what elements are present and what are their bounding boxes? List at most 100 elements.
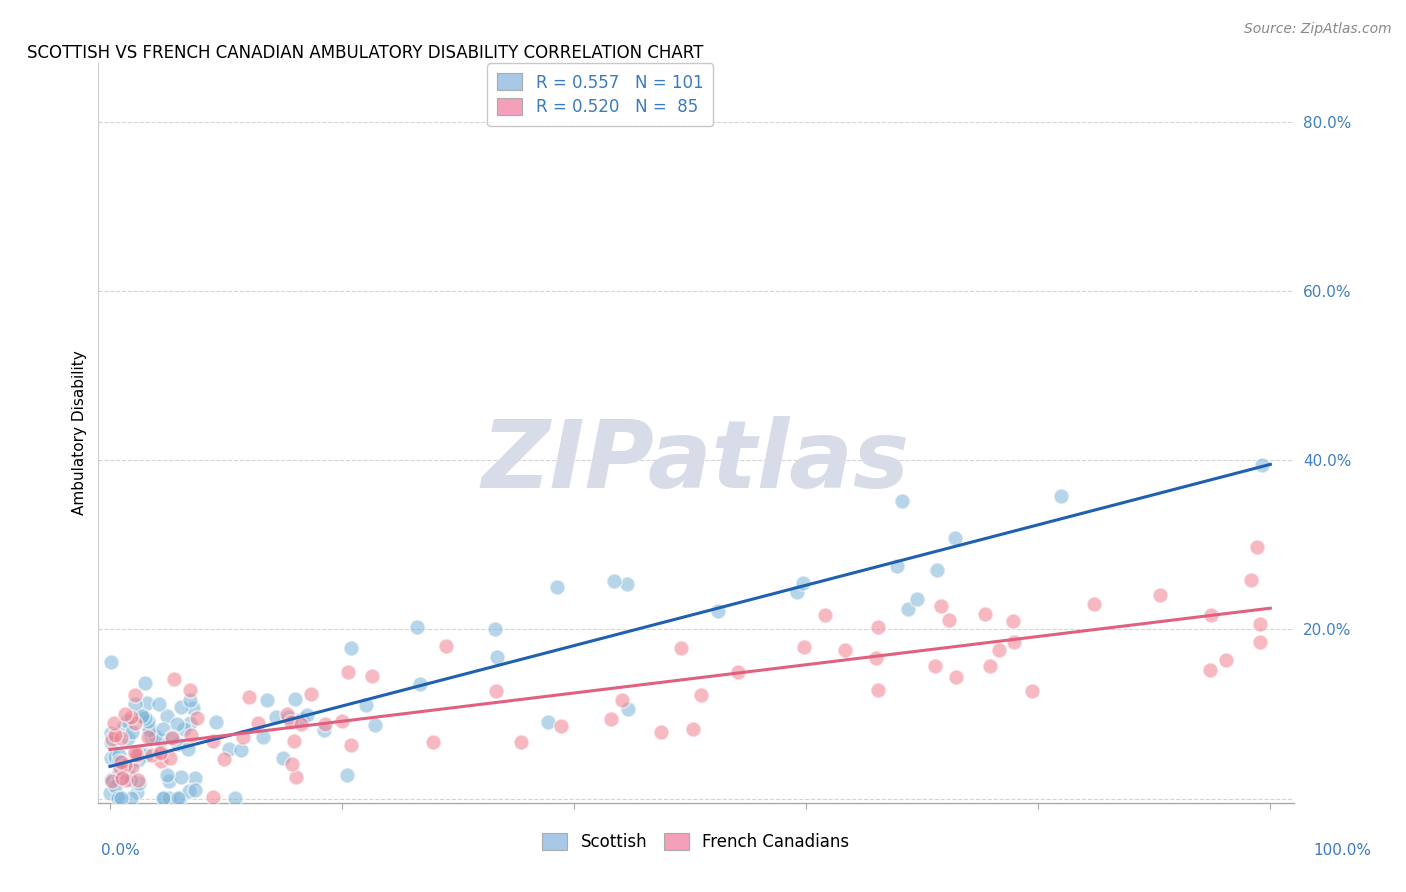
Point — [925, 563, 948, 577]
Point — [786, 585, 808, 599]
Point — [114, 707, 136, 722]
Point — [510, 735, 533, 749]
Point — [600, 712, 623, 726]
Point — [136, 730, 159, 744]
Point — [834, 642, 856, 657]
Point — [166, 790, 188, 805]
Point — [284, 692, 307, 706]
Point — [247, 716, 270, 731]
Point — [1001, 614, 1024, 628]
Point — [485, 683, 508, 698]
Point — [291, 712, 314, 726]
Point — [167, 737, 190, 751]
Point — [120, 709, 142, 723]
Point — [974, 607, 997, 622]
Point — [115, 714, 138, 728]
Point — [229, 743, 252, 757]
Point — [134, 711, 156, 725]
Point — [153, 790, 176, 805]
Point — [238, 690, 260, 705]
Point — [141, 747, 163, 762]
Point — [149, 746, 172, 760]
Point — [184, 782, 207, 797]
Point — [277, 709, 299, 723]
Point — [135, 696, 157, 710]
Point — [104, 728, 127, 742]
Point — [205, 715, 228, 730]
Point — [214, 752, 236, 766]
Point — [124, 715, 146, 730]
Point — [117, 731, 139, 745]
Point — [340, 738, 363, 752]
Point — [103, 716, 125, 731]
Point — [100, 772, 122, 787]
Point — [1246, 541, 1268, 555]
Point — [124, 688, 146, 702]
Point — [176, 741, 198, 756]
Point — [436, 639, 458, 653]
Point — [100, 655, 122, 669]
Point — [1198, 663, 1220, 677]
Point — [886, 559, 908, 574]
Point — [1149, 588, 1171, 602]
Point — [101, 772, 124, 786]
Point — [101, 731, 124, 746]
Point — [160, 731, 183, 745]
Point — [166, 717, 188, 731]
Point — [104, 779, 127, 793]
Point — [117, 768, 139, 782]
Point — [360, 669, 382, 683]
Point — [104, 749, 127, 764]
Point — [271, 751, 294, 765]
Point — [891, 494, 914, 508]
Point — [484, 622, 506, 636]
Point — [131, 708, 153, 723]
Text: 100.0%: 100.0% — [1313, 843, 1371, 858]
Point — [179, 683, 201, 698]
Point — [536, 714, 558, 729]
Point — [314, 723, 336, 737]
Legend: Scottish, French Canadians: Scottish, French Canadians — [533, 823, 859, 861]
Point — [283, 733, 305, 747]
Point — [107, 789, 129, 803]
Point — [150, 755, 173, 769]
Point — [364, 718, 387, 732]
Point — [616, 577, 638, 591]
Point — [141, 731, 163, 745]
Text: SCOTTISH VS FRENCH CANADIAN AMBULATORY DISABILITY CORRELATION CHART: SCOTTISH VS FRENCH CANADIAN AMBULATORY D… — [27, 45, 703, 62]
Point — [143, 729, 166, 743]
Text: 0.0%: 0.0% — [101, 843, 141, 858]
Point — [650, 725, 672, 739]
Point — [610, 693, 633, 707]
Point — [157, 773, 180, 788]
Point — [181, 701, 204, 715]
Point — [179, 715, 201, 730]
Point — [159, 750, 181, 764]
Point — [121, 724, 143, 739]
Point — [152, 790, 174, 805]
Point — [170, 770, 193, 784]
Point — [156, 768, 179, 782]
Point — [943, 531, 966, 545]
Point — [682, 722, 704, 736]
Point — [617, 702, 640, 716]
Point — [110, 731, 132, 746]
Point — [603, 574, 626, 588]
Point — [108, 761, 131, 775]
Point — [897, 601, 920, 615]
Text: ZIPatlas: ZIPatlas — [482, 417, 910, 508]
Point — [1050, 489, 1073, 503]
Point — [485, 650, 508, 665]
Point — [284, 771, 307, 785]
Point — [114, 758, 136, 772]
Point — [121, 759, 143, 773]
Point — [707, 604, 730, 618]
Point — [409, 677, 432, 691]
Point — [1249, 635, 1271, 649]
Text: Source: ZipAtlas.com: Source: ZipAtlas.com — [1244, 22, 1392, 37]
Point — [128, 746, 150, 760]
Point — [179, 692, 201, 706]
Point — [406, 620, 429, 634]
Point — [125, 748, 148, 763]
Point — [134, 675, 156, 690]
